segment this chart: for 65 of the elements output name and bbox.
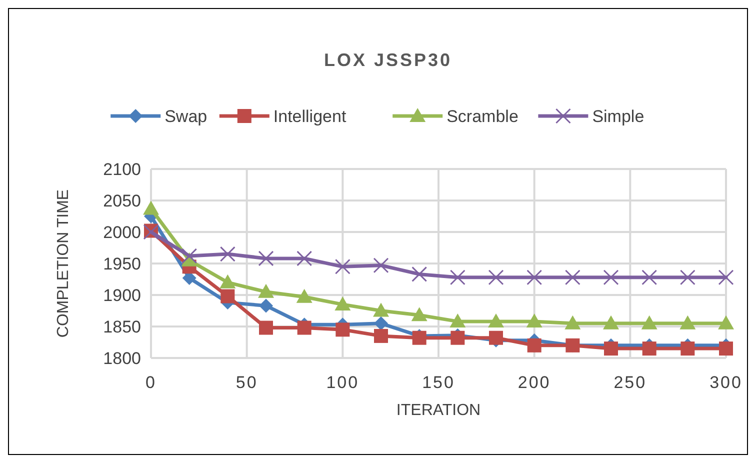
- point: [603, 270, 619, 286]
- point: [641, 315, 658, 330]
- legend-label: Simple: [592, 106, 644, 126]
- x-tick-label: 200: [518, 373, 551, 392]
- point: [296, 288, 312, 303]
- point: [564, 270, 580, 286]
- point: [336, 322, 350, 337]
- point: [718, 315, 734, 330]
- point: [220, 289, 235, 304]
- x-axis-title: ITERATION: [396, 402, 481, 419]
- point: [220, 246, 236, 262]
- point: [450, 313, 466, 328]
- point: [642, 342, 656, 356]
- chart-title: LOX JSSP30: [324, 50, 452, 70]
- y-tick-label: 2000: [103, 222, 141, 242]
- point: [182, 248, 198, 264]
- point: [680, 315, 696, 330]
- point: [526, 313, 542, 328]
- point: [450, 270, 466, 286]
- point: [603, 315, 619, 330]
- point: [488, 313, 504, 328]
- legend-label: Intelligent: [273, 106, 346, 126]
- point: [489, 330, 503, 345]
- point: [334, 258, 350, 274]
- point: [334, 296, 351, 310]
- point: [220, 274, 236, 288]
- y-tick-label: 2100: [103, 160, 141, 179]
- point: [564, 315, 581, 330]
- y-tick-label: 1850: [103, 317, 141, 336]
- point: [680, 270, 696, 286]
- point: [373, 258, 389, 274]
- point: [412, 266, 428, 282]
- y-tick-label: 1950: [103, 254, 141, 274]
- point: [450, 330, 465, 345]
- x-tick-label: 0: [146, 373, 156, 392]
- point: [258, 250, 274, 266]
- point: [488, 270, 504, 286]
- point: [259, 298, 273, 313]
- x-tick-label: 250: [614, 373, 647, 392]
- y-axis-title: COMPLETION TIME: [55, 189, 72, 338]
- point: [411, 307, 428, 322]
- point: [259, 320, 273, 335]
- x-tick-label: 150: [422, 373, 455, 392]
- point: [296, 250, 312, 266]
- point: [143, 200, 159, 215]
- x-tick-label: 50: [236, 373, 258, 392]
- point: [297, 320, 312, 335]
- point: [373, 302, 389, 317]
- x-tick-label: 300: [710, 373, 742, 392]
- y-tick-label: 2050: [103, 191, 141, 210]
- legend-label: Scramble: [446, 106, 518, 126]
- point: [680, 342, 695, 356]
- point: [374, 316, 388, 330]
- point: [258, 284, 274, 298]
- legend-label: Swap: [164, 106, 208, 126]
- point: [642, 270, 658, 286]
- point: [718, 270, 734, 286]
- y-tick-label: 1900: [103, 286, 141, 305]
- x-tick-label: 100: [326, 373, 360, 392]
- point: [526, 270, 542, 286]
- point: [527, 338, 542, 352]
- y-tick-label: 1800: [103, 348, 141, 368]
- point: [604, 342, 618, 356]
- point: [374, 328, 388, 343]
- point: [719, 342, 733, 356]
